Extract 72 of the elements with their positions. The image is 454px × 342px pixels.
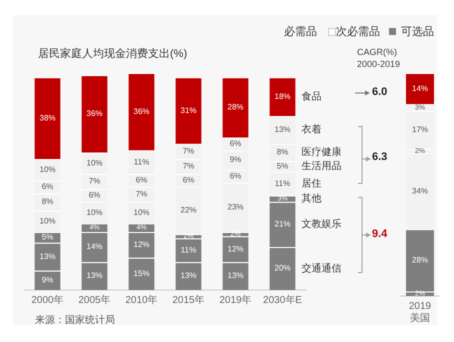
series-label: 衣着	[301, 124, 322, 136]
x-tick-label: 2015年	[172, 294, 205, 306]
chart-title: 居民家庭人均现金消费支出(%)	[38, 46, 188, 61]
series-label: 居住	[301, 178, 322, 190]
data-label: 8%	[42, 197, 54, 206]
data-label: 34%	[412, 186, 428, 196]
x-tick-label: 2005年	[78, 294, 111, 306]
data-label: 9%	[42, 276, 54, 285]
x-tick-label: 2030年E	[263, 294, 302, 306]
data-label: 5%	[42, 232, 54, 242]
data-label: 6%	[42, 182, 54, 192]
data-label: 13%	[227, 271, 244, 280]
data-label: 12%	[227, 244, 244, 254]
data-label: 10%	[39, 164, 56, 174]
x-tick-label: 2010年	[125, 294, 158, 306]
data-label: 38%	[39, 113, 56, 122]
text: 必需品	[284, 24, 317, 39]
series-label: 医疗健康	[301, 146, 342, 158]
data-label: 13%	[274, 125, 291, 134]
series-label: 交通通信	[301, 262, 342, 274]
text: 6.3	[372, 151, 388, 163]
data-label: 28%	[227, 102, 244, 112]
text: CAGR(%)	[357, 47, 397, 57]
text: 6.0	[372, 86, 388, 98]
x-tick-label: 2000年	[31, 294, 64, 306]
data-label: 13%	[86, 271, 103, 280]
data-label: 6%	[182, 176, 194, 185]
source-note: 来源：国家统计局	[35, 314, 115, 327]
data-label: 10%	[39, 216, 56, 226]
data-label: 11%	[134, 157, 150, 166]
data-label: 14%	[412, 84, 428, 93]
data-label: 21%	[274, 220, 291, 229]
data-label: 12%	[133, 240, 150, 250]
text: 可选品	[401, 25, 434, 39]
series-label: 文教娱乐	[301, 218, 342, 230]
data-label: 9%	[230, 155, 242, 164]
data-label: 18%	[274, 92, 291, 101]
data-label: 10%	[86, 208, 103, 217]
data-label: 8%	[276, 148, 288, 157]
data-label: 11%	[180, 245, 196, 254]
data-label: 6%	[230, 171, 242, 180]
data-label: 31%	[180, 106, 197, 115]
text: 9.4	[372, 228, 388, 240]
text: 次必需品	[336, 24, 380, 39]
series-label: 生活用品	[301, 160, 342, 172]
data-label: 15%	[133, 269, 150, 278]
data-label: 7%	[136, 190, 148, 199]
data-label: 7%	[182, 146, 194, 156]
data-label: 14%	[86, 242, 103, 252]
data-label: 28%	[412, 256, 428, 265]
data-label: 11%	[274, 178, 290, 188]
data-label: 7%	[88, 176, 100, 186]
data-label: 6%	[230, 139, 242, 148]
data-label: 20%	[274, 264, 291, 273]
data-label: 17%	[412, 125, 428, 134]
data-label: 6%	[88, 190, 100, 200]
data-label: 5%	[276, 162, 288, 171]
data-label: 22%	[180, 206, 197, 215]
data-label: 6%	[136, 176, 148, 185]
data-label: 13%	[39, 252, 56, 261]
data-label: 10%	[133, 208, 150, 217]
data-label: 36%	[86, 109, 103, 118]
x-tick-label: 2019 美国	[408, 300, 432, 324]
data-label: 13%	[180, 271, 197, 280]
series-label: 食品	[301, 90, 322, 102]
series-label: 其他	[301, 192, 322, 204]
data-label: 23%	[227, 202, 244, 212]
x-tick-label: 2019年	[219, 294, 252, 306]
text: 2000-2019	[357, 59, 400, 69]
data-label: 10%	[86, 158, 103, 168]
data-label: 36%	[133, 106, 150, 116]
data-label: 7%	[182, 162, 194, 171]
